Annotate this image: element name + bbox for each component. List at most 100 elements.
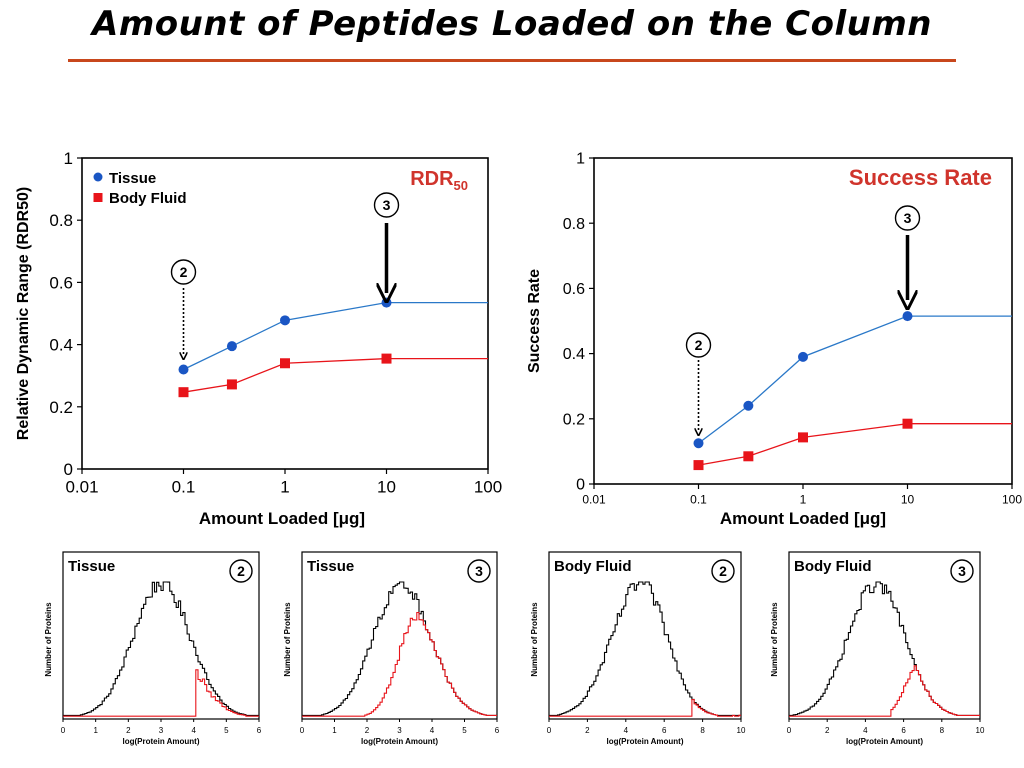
success-rate-xtick-label: 1 [800,493,807,507]
hist-fluid-3-badge-ring [950,559,974,583]
rdr50-series-0-point [381,297,392,308]
hist-fluid-3-chart: 0 2 4 6 8 10 log(Protein Amount) Number of Prot… [770,551,985,746]
rdr50-badge-3-ring [373,192,400,218]
hist-tissue-3-title: Tissue [307,558,354,575]
success-rate-badge-2-ring [685,332,712,358]
hist-fluid-2-xtick-label: 10 [737,726,746,735]
rdr50-ytick-label: 0 [64,460,73,479]
hist-fluid-3-identified-hist [789,665,980,717]
hist-fluid-3-xtick-label: 4 [863,726,868,735]
hist-tissue-2-frame [62,551,260,720]
hist-tissue-2-chart: 0 1 2 3 4 5 6 log(Protein Amount) Number of Prot… [44,551,262,746]
success-rate-series-0-point [902,311,913,322]
hist-fluid-3-title: Body Fluid [794,558,872,575]
hist-fluid-2-xtick-label: 2 [585,726,590,735]
success-rate-title: Success Rate [849,165,992,190]
success-rate-badge-3-ring [894,205,921,231]
success-rate-series-1-point [693,460,704,471]
hist-tissue-3-xtick-label: 2 [365,726,370,735]
hist-tissue-2-badge-ring [229,559,253,583]
rdr50-series-1-point [178,387,189,398]
hist-fluid-2-xlabel: log(Protein Amount) [606,737,683,746]
success-rate-series-1-point [798,432,808,443]
rdr50-series-1-point [381,353,392,364]
rdr50-ytick-label: 0.6 [49,273,73,292]
hist-tissue-3-ylabel: Number of Proteins [283,602,292,677]
success-rate-series-0-point [798,351,808,362]
hist-tissue-3-identified-hist [302,611,497,717]
rdr50-ytick-label: 1 [64,149,73,168]
rdr50-badge-2: 2 [180,264,188,280]
hist-fluid-3-frame [788,551,981,720]
hist-tissue-2-ylabel: Number of Proteins [44,602,53,677]
hist-tissue-2-xtick-label: 0 [61,726,66,735]
rdr50-series-1-point [226,379,237,390]
rdr50-series-1-line [183,357,387,393]
rdr50-series-0-point [280,315,290,326]
hist-fluid-3-xlabel: log(Protein Amount) [846,737,923,746]
rdr50-title: RDR50 [410,168,468,193]
success-rate-series-1-line [698,423,908,466]
hist-tissue-3-xtick-label: 1 [332,726,337,735]
rdr50-title-main: RDR [410,168,454,190]
rdr50-ytick-label: 0.4 [49,336,73,355]
hist-fluid-2-chart: 0 2 4 6 8 10 log(Protein Amount) Number of Prot… [530,551,746,746]
hist-tissue-2-xtick-label: 6 [257,726,262,735]
rdr50-xtick-label: 1 [280,478,289,497]
rdr50-series-0-point [178,364,189,375]
hist-tissue-3-badge: 3 [475,563,483,579]
rdr50-xtick-label: 0.1 [172,478,196,497]
hist-fluid-2-xtick-label: 0 [547,726,552,735]
rdr50-legend-fluid: Body Fluid [109,190,187,207]
success-rate-ytick-label: 0.4 [563,346,585,363]
rdr50-legend-fluid-marker [93,193,103,202]
hist-tissue-3-frame [301,551,498,720]
rdr50-ytick-label: 0.2 [49,398,73,417]
success-rate-ytick-label: 0.6 [563,281,585,298]
hist-tissue-3-xtick-label: 5 [462,726,467,735]
rdr50-xtick-label: 10 [377,478,396,497]
success-rate-ytick-label: 0 [576,477,585,494]
hist-tissue-2-title: Tissue [68,558,115,575]
hist-fluid-2-xtick-label: 4 [624,726,629,735]
success-rate-xlabel: Amount Loaded [μg] [720,509,886,528]
hist-fluid-2-all-proteins-hist [549,581,741,716]
success-rate-ylabel: Success Rate [526,269,543,373]
success-rate-series-0-point [693,438,704,449]
hist-tissue-3-badge-ring [467,559,491,583]
hist-fluid-2-ylabel: Number of Proteins [530,602,539,677]
hist-tissue-3-xtick-label: 4 [430,726,435,735]
success-rate-ytick-label: 0.2 [563,411,585,428]
hist-fluid-3-xtick-label: 10 [976,726,985,735]
hist-tissue-2-xtick-label: 1 [93,726,98,735]
rdr50-series-0-line [183,301,387,371]
hist-tissue-3-chart: 0 1 2 3 4 5 6 log(Protein Amount) Number of Prot… [283,551,500,746]
rdr50-xtick-label: 100 [474,478,502,497]
success-rate-xtick-label: 0.01 [582,493,606,507]
hist-fluid-3-xtick-label: 6 [901,726,906,735]
hist-tissue-2-xtick-label: 4 [191,726,196,735]
success-rate-series-0-line [698,315,908,444]
success-rate-series-1-point [743,451,754,462]
hist-tissue-3-xtick-label: 6 [495,726,500,735]
rdr50-ytick-label: 0.8 [49,211,73,230]
success-rate-title-main: Success Rate [849,165,992,190]
success-rate-xtick-label: 100 [1002,493,1022,507]
hist-tissue-2-xtick-label: 5 [224,726,229,735]
hist-tissue-2-badge: 2 [237,563,245,579]
title-rule [68,59,956,62]
hist-tissue-3-xtick-label: 0 [300,726,305,735]
hist-fluid-3-ylabel: Number of Proteins [770,602,779,677]
hist-fluid-2-badge-ring [711,559,735,583]
hist-fluid-3-all-proteins-hist [789,581,980,716]
success-rate-badge-3: 3 [904,210,912,226]
hist-tissue-2-identified-hist [63,669,259,717]
hist-tissue-2-all-proteins-hist [63,581,259,716]
success-rate-chart: 0 0.2 0.4 0.6 0.8 1 0.01 0.1 1 10 100 Amount Loaded… [526,151,1022,528]
success-rate-badge-2: 2 [695,337,703,353]
slide-title: Amount of Peptides Loaded on the Column [92,4,932,44]
rdr50-xlabel: Amount Loaded [μg] [199,509,365,528]
success-rate-series-1-point [902,418,913,429]
success-rate-xtick-label: 0.1 [690,493,707,507]
